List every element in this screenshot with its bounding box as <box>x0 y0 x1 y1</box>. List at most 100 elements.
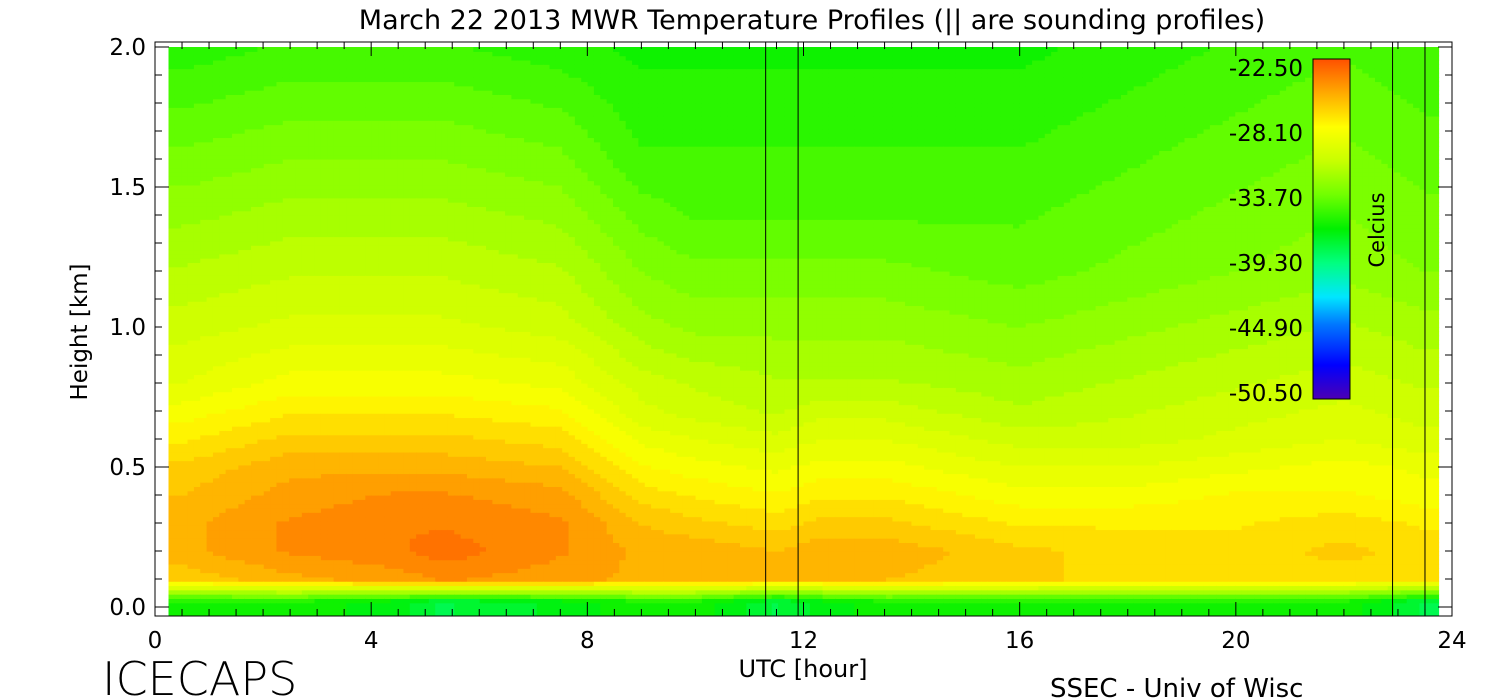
heatmap-cell <box>372 478 379 483</box>
heatmap-cell <box>365 560 372 565</box>
heatmap-cell <box>200 603 207 608</box>
heatmap-cell <box>384 56 391 61</box>
heatmap-cell <box>403 271 410 276</box>
heatmap-cell <box>327 51 334 56</box>
heatmap-cell <box>296 64 303 69</box>
heatmap-cell <box>175 439 182 444</box>
heatmap-cell <box>302 90 309 95</box>
heatmap-cell <box>372 344 379 349</box>
heatmap-cell <box>296 107 303 112</box>
heatmap-cell <box>397 125 404 130</box>
heatmap-cell <box>397 146 404 151</box>
heatmap-cell <box>283 51 290 56</box>
heatmap-cell <box>384 172 391 177</box>
heatmap-cell <box>353 56 360 61</box>
heatmap-cell <box>346 443 353 448</box>
heatmap-cell <box>200 237 207 242</box>
heatmap-cell <box>384 47 391 52</box>
heatmap-cell <box>315 555 322 560</box>
heatmap-cell <box>365 90 372 95</box>
heatmap-cell <box>315 594 322 599</box>
heatmap-cell <box>194 185 201 190</box>
heatmap-cell <box>289 189 296 194</box>
heatmap-cell <box>238 271 245 276</box>
heatmap-cell <box>213 155 220 160</box>
heatmap-cell <box>219 47 226 52</box>
heatmap-cell <box>276 129 283 134</box>
heatmap-cell <box>403 103 410 108</box>
heatmap-cell <box>232 555 239 560</box>
heatmap-cell <box>175 301 182 306</box>
heatmap-cell <box>175 568 182 573</box>
heatmap-cell <box>175 94 182 99</box>
heatmap-cell <box>175 366 182 371</box>
heatmap-cell <box>391 499 398 504</box>
heatmap-cell <box>346 344 353 349</box>
heatmap-cell <box>226 241 233 246</box>
heatmap-cell <box>276 254 283 259</box>
heatmap-cell <box>200 51 207 56</box>
heatmap-cell <box>346 280 353 285</box>
heatmap-cell <box>340 254 347 259</box>
heatmap-cell <box>200 64 207 69</box>
heatmap-cell <box>213 189 220 194</box>
heatmap-cell <box>353 262 360 267</box>
heatmap-cell <box>308 331 315 336</box>
heatmap-cell <box>264 361 271 366</box>
heatmap-cell <box>238 499 245 504</box>
heatmap-cell <box>264 77 271 82</box>
heatmap-cell <box>270 318 277 323</box>
heatmap-cell <box>283 353 290 358</box>
heatmap-cell <box>334 452 341 457</box>
heatmap-cell <box>359 224 366 229</box>
heatmap-cell <box>327 314 334 319</box>
heatmap-cell <box>353 159 360 164</box>
heatmap-cell <box>359 318 366 323</box>
heatmap-cell <box>276 228 283 233</box>
heatmap-cell <box>327 297 334 302</box>
heatmap-cell <box>359 413 366 418</box>
heatmap-cell <box>359 435 366 440</box>
heatmap-cell <box>188 185 195 190</box>
heatmap-cell <box>346 594 353 599</box>
heatmap-cell <box>384 275 391 280</box>
heatmap-cell <box>353 560 360 565</box>
heatmap-cell <box>251 383 258 388</box>
heatmap-cell <box>327 271 334 276</box>
heatmap-cell <box>397 280 404 285</box>
heatmap-cell <box>410 568 417 573</box>
heatmap-cell <box>188 392 195 397</box>
heatmap-cell <box>296 137 303 142</box>
heatmap-cell <box>194 568 201 573</box>
heatmap-cell <box>321 112 328 117</box>
heatmap-cell <box>169 310 176 315</box>
heatmap-cell <box>213 172 220 177</box>
heatmap-cell <box>270 538 277 543</box>
heatmap-cell <box>384 288 391 293</box>
heatmap-cell <box>238 293 245 298</box>
heatmap-cell <box>188 486 195 491</box>
heatmap-cell <box>226 198 233 203</box>
heatmap-cell <box>372 538 379 543</box>
heatmap-cell <box>175 465 182 470</box>
heatmap-cell <box>289 125 296 130</box>
heatmap-cell <box>302 206 309 211</box>
heatmap-cell <box>302 267 309 272</box>
heatmap-cell <box>353 215 360 220</box>
heatmap-cell <box>207 293 214 298</box>
heatmap-cell <box>315 323 322 328</box>
heatmap-cell <box>321 443 328 448</box>
heatmap-cell <box>194 267 201 272</box>
heatmap-cell <box>169 577 176 582</box>
heatmap-cell <box>346 228 353 233</box>
heatmap-cell <box>200 585 207 590</box>
heatmap-cell <box>188 176 195 181</box>
heatmap-cell <box>238 318 245 323</box>
heatmap-cell <box>213 77 220 82</box>
heatmap-cell <box>257 228 264 233</box>
heatmap-cell <box>327 301 334 306</box>
heatmap-cell <box>219 573 226 578</box>
heatmap-cell <box>219 396 226 401</box>
heatmap-cell <box>181 116 188 121</box>
heatmap-cell <box>207 107 214 112</box>
